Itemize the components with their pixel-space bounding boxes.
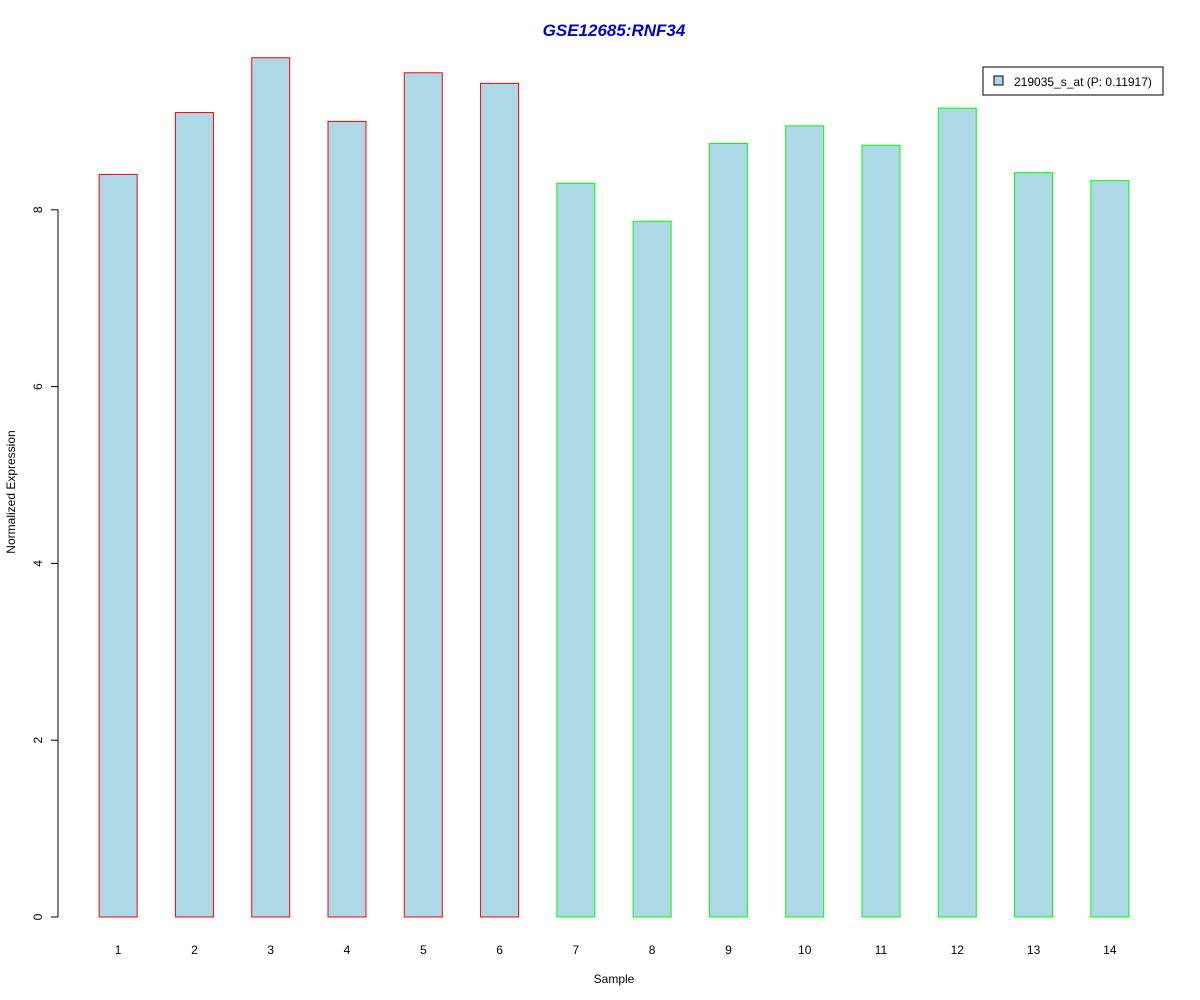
y-tick-label: 8 (31, 206, 45, 213)
x-tick-label: 12 (951, 943, 965, 957)
legend-swatch (993, 75, 1004, 86)
x-axis-label: Sample (594, 972, 635, 986)
y-tick-label: 2 (31, 737, 45, 744)
bar-sample-5 (403, 72, 443, 918)
y-tick-label: 0 (31, 913, 45, 920)
y-tick-label: 6 (31, 383, 45, 390)
bar-sample-13 (1014, 172, 1054, 918)
x-tick-label: 9 (725, 943, 732, 957)
y-axis-label: Normalized Expression (4, 430, 18, 553)
legend: 219035_s_at (P: 0.11917) (982, 66, 1164, 96)
x-tick-label: 7 (573, 943, 580, 957)
x-tick-label: 2 (191, 943, 198, 957)
bar-sample-1 (98, 173, 138, 918)
x-tick-label: 5 (420, 943, 427, 957)
legend-box (982, 66, 1164, 96)
bar-sample-2 (174, 112, 214, 918)
bar-sample-6 (480, 82, 520, 918)
bar-sample-14 (1090, 180, 1130, 918)
x-tick-label: 14 (1103, 943, 1117, 957)
legend-label: 219035_s_at (P: 0.11917) (1014, 75, 1152, 89)
y-tick-label: 4 (31, 560, 45, 567)
bar-sample-3 (251, 57, 291, 918)
x-tick-label: 6 (496, 943, 503, 957)
x-tick-label: 3 (267, 943, 274, 957)
chart-title: GSE12685:RNF34 (543, 21, 686, 40)
x-tick-labels: 1 2 3 4 5 6 7 8 9 10 11 12 13 14 (115, 943, 1117, 957)
bar-sample-4 (327, 120, 367, 918)
x-tick-label: 11 (875, 943, 888, 957)
bar-sample-11 (861, 144, 901, 918)
bar-sample-7 (556, 182, 596, 918)
x-tick-label: 10 (798, 943, 812, 957)
bar-sample-9 (708, 143, 748, 918)
bar-sample-12 (937, 107, 977, 918)
x-tick-label: 4 (344, 943, 351, 957)
bar-sample-8 (632, 220, 672, 918)
x-tick-label: 13 (1027, 943, 1041, 957)
x-tick-label: 8 (649, 943, 656, 957)
x-tick-label: 1 (115, 943, 122, 957)
bar-sample-10 (785, 125, 825, 918)
bars-group (98, 57, 1130, 918)
y-axis: 0 2 4 6 8 (31, 206, 59, 920)
